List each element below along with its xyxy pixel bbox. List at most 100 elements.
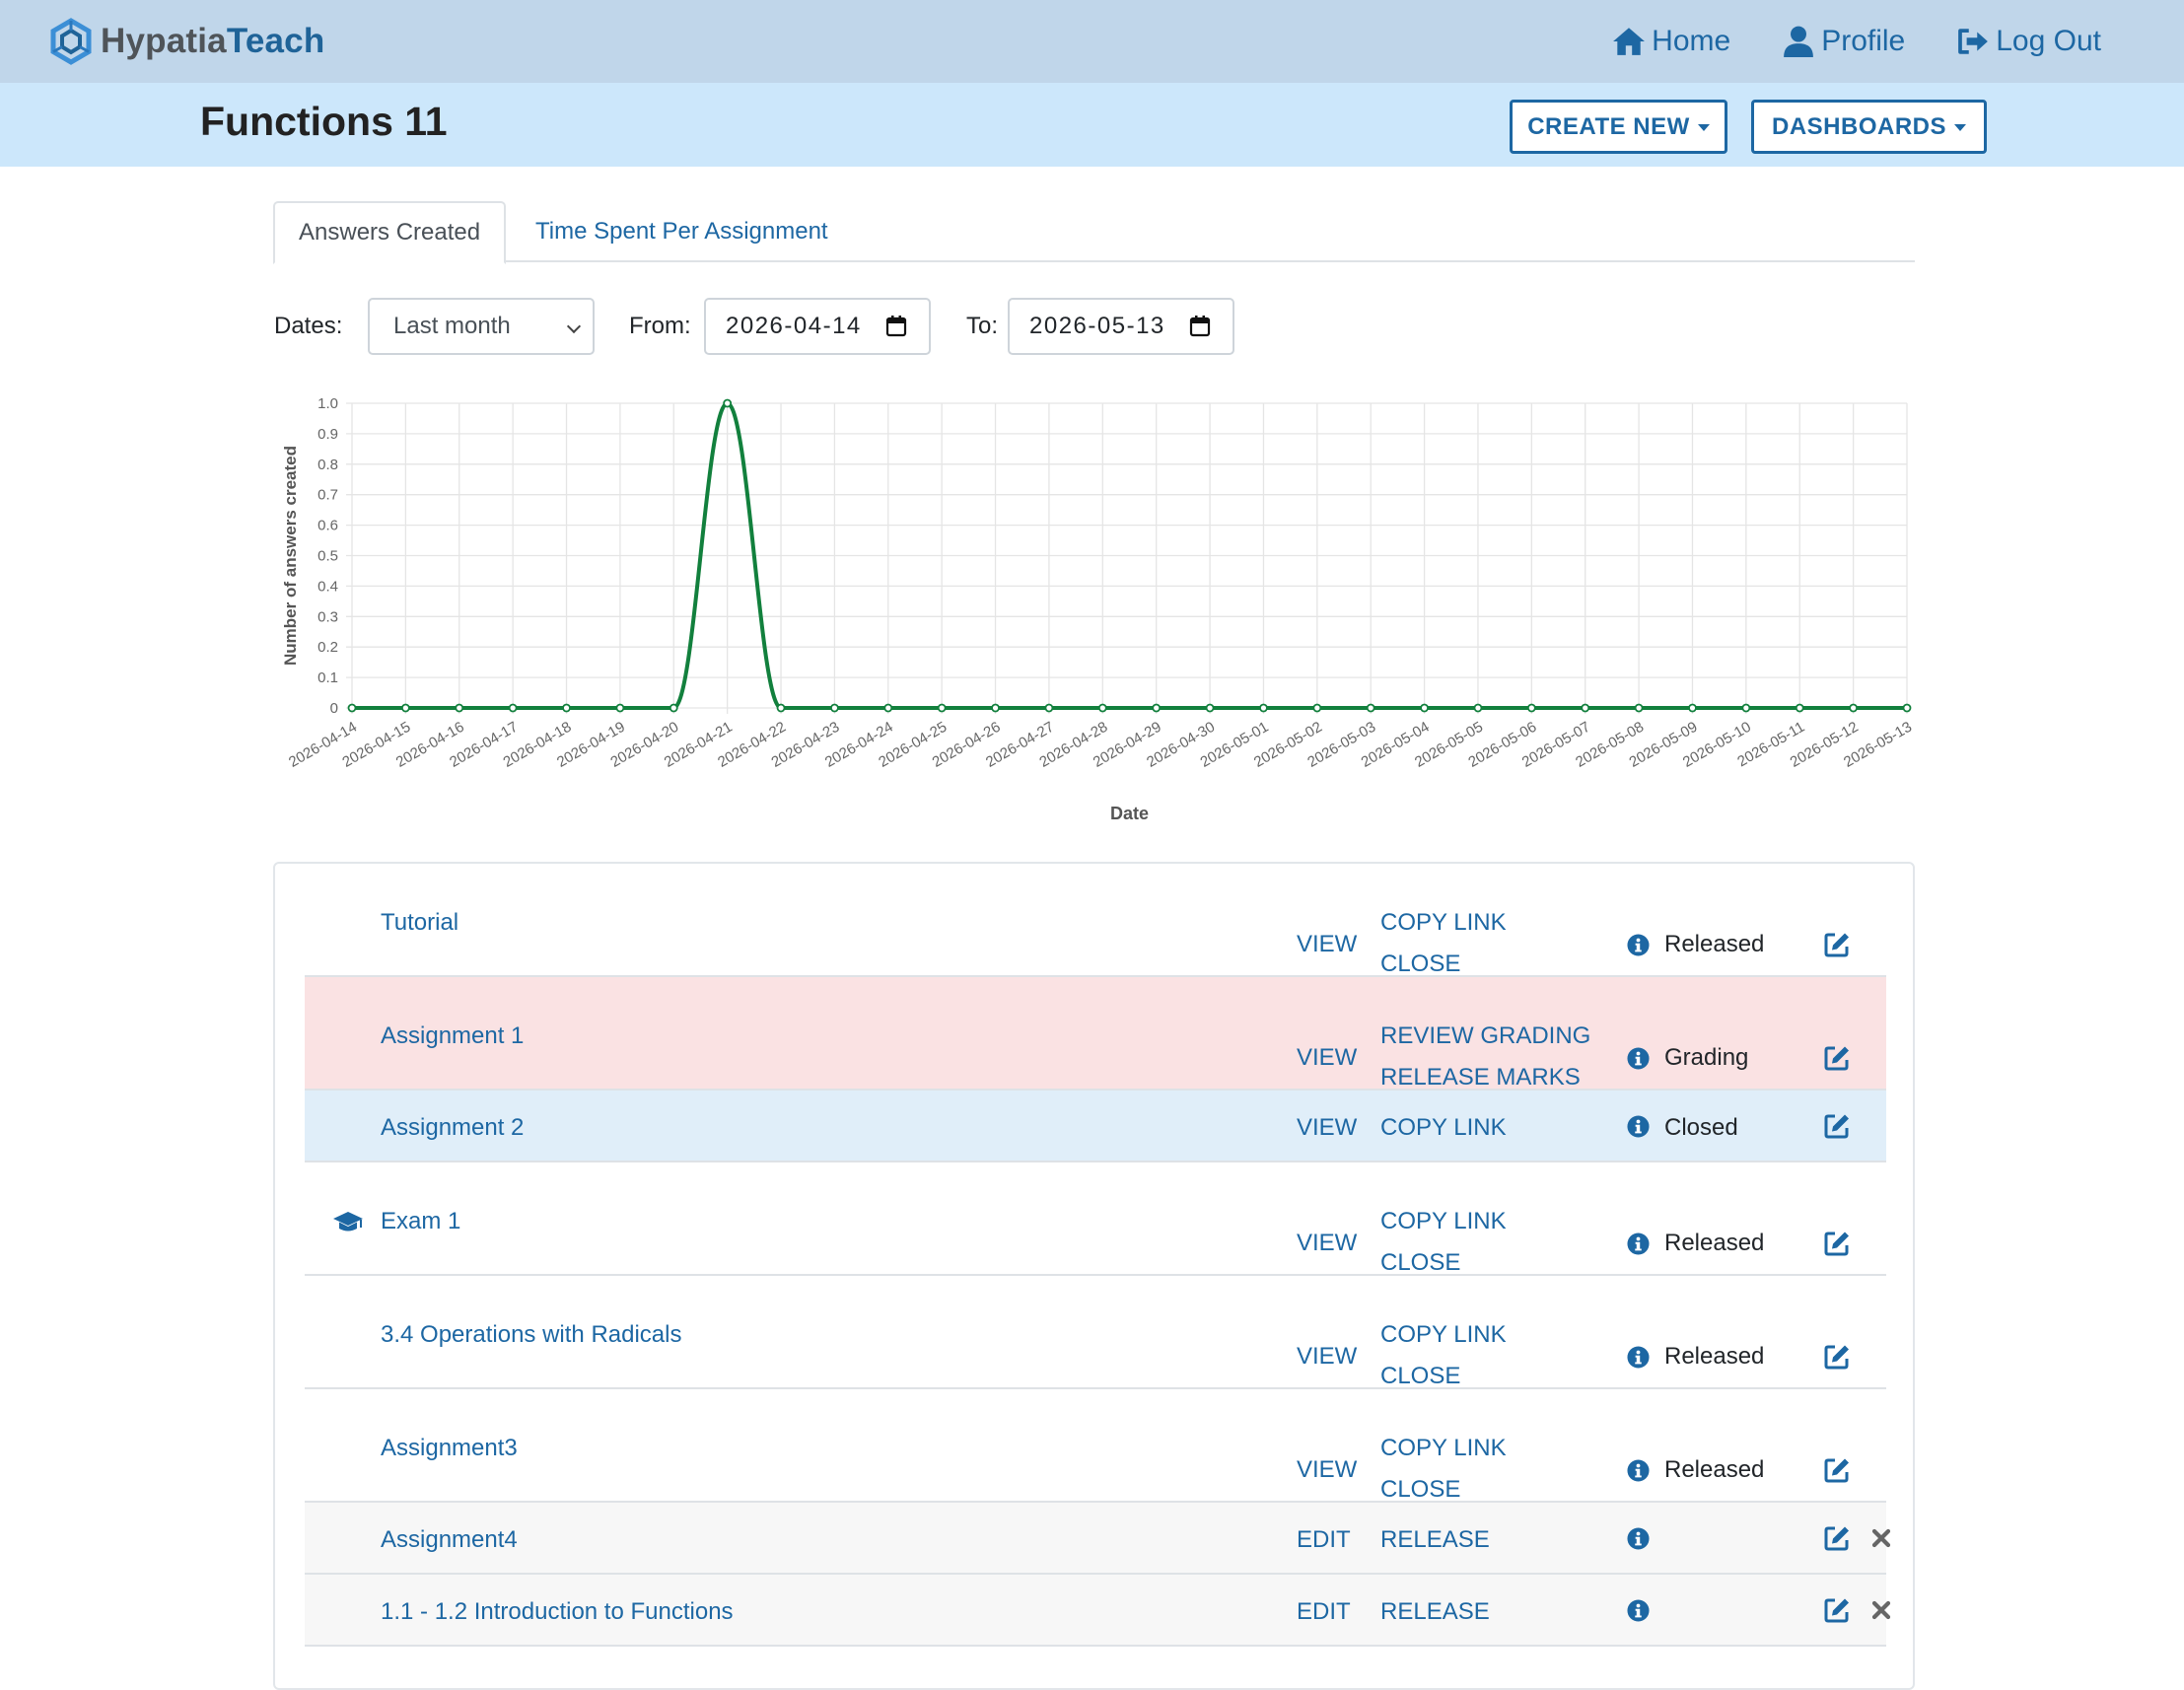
- release-marks-link[interactable]: RELEASE MARKS: [1380, 1064, 1581, 1091]
- data-point: [1526, 703, 1536, 713]
- copy-link-link[interactable]: COPY LINK: [1380, 1208, 1507, 1234]
- chevron-down-icon: [566, 318, 582, 334]
- data-point: [1420, 703, 1429, 713]
- edit-icon[interactable]: [1823, 1044, 1851, 1072]
- close-link[interactable]: CLOSE: [1380, 1363, 1461, 1389]
- close-link[interactable]: CLOSE: [1380, 1476, 1461, 1503]
- info-icon[interactable]: [1627, 1527, 1650, 1550]
- close-link[interactable]: CLOSE: [1380, 951, 1461, 977]
- delete-icon[interactable]: [1871, 1600, 1891, 1620]
- y-tick-label: 0.4: [317, 578, 338, 595]
- assignment-name-link[interactable]: Tutorial: [381, 909, 459, 936]
- status-text: Released: [1664, 931, 1765, 957]
- assignment-name-link[interactable]: Assignment 1: [381, 1022, 525, 1049]
- assignment-row: Assignment3 VIEW COPY LINK CLOSE Released: [305, 1389, 1886, 1503]
- y-tick-label: 0.3: [317, 608, 338, 625]
- to-label: To:: [966, 313, 999, 339]
- delete-icon[interactable]: [1871, 1528, 1891, 1548]
- assignment-row: Assignment 1 VIEW REVIEW GRADING RELEASE MA…: [305, 977, 1886, 1091]
- edit-icon[interactable]: [1823, 1456, 1851, 1484]
- y-axis-title: Number of answers created: [281, 446, 300, 666]
- data-point: [1152, 703, 1162, 713]
- answers-series-line: [352, 400, 1907, 710]
- edit-icon[interactable]: [1823, 1112, 1851, 1140]
- create-new-dropdown-button[interactable]: CREATE NEW: [1510, 100, 1727, 154]
- data-point: [1902, 703, 1912, 713]
- assignment-name-link[interactable]: Exam 1: [381, 1208, 461, 1234]
- data-point: [1581, 703, 1590, 713]
- y-tick-label: 0.8: [317, 457, 338, 473]
- info-icon[interactable]: [1627, 1459, 1650, 1482]
- from-date-input[interactable]: 2026-04-14: [704, 298, 931, 355]
- nav-home-label: Home: [1652, 25, 1731, 57]
- x-axis-title: Date: [1110, 804, 1149, 823]
- data-point: [1849, 703, 1859, 713]
- view-link[interactable]: VIEW: [1297, 1456, 1358, 1483]
- data-point: [1473, 703, 1483, 713]
- caret-down-icon: [1697, 124, 1710, 131]
- edit-link[interactable]: EDIT: [1297, 1526, 1351, 1553]
- tab-answers-created[interactable]: Answers Created: [273, 201, 507, 264]
- edit-icon[interactable]: [1823, 1343, 1851, 1371]
- data-point: [937, 703, 947, 713]
- status-text: Closed: [1664, 1114, 1738, 1141]
- dashboards-dropdown-button[interactable]: DASHBOARDS: [1751, 100, 1987, 154]
- copy-link-link[interactable]: COPY LINK: [1380, 1114, 1507, 1141]
- edit-icon[interactable]: [1823, 1524, 1851, 1552]
- info-icon[interactable]: [1627, 934, 1650, 956]
- view-link[interactable]: VIEW: [1297, 1230, 1358, 1256]
- brand-name-part2: Teach: [226, 22, 325, 60]
- close-link[interactable]: CLOSE: [1380, 1249, 1461, 1276]
- data-point: [991, 703, 1000, 713]
- user-icon: [1784, 26, 1814, 57]
- assignment-name-link[interactable]: Assignment 2: [381, 1114, 525, 1141]
- date-range-select[interactable]: Last month: [368, 298, 595, 355]
- release-link[interactable]: RELEASE: [1380, 1598, 1490, 1625]
- y-tick-label: 1.0: [317, 395, 338, 412]
- info-icon[interactable]: [1627, 1047, 1650, 1070]
- data-point: [615, 703, 625, 713]
- data-point: [562, 703, 571, 713]
- release-link[interactable]: RELEASE: [1380, 1526, 1490, 1553]
- edit-link[interactable]: EDIT: [1297, 1598, 1351, 1625]
- assignment-name-link[interactable]: Assignment3: [381, 1435, 518, 1461]
- nav-home-link[interactable]: Home: [1612, 25, 1730, 58]
- nav-profile-label: Profile: [1821, 25, 1906, 57]
- info-icon[interactable]: [1627, 1232, 1650, 1255]
- view-link[interactable]: VIEW: [1297, 1343, 1358, 1370]
- to-date-input[interactable]: 2026-05-13: [1008, 298, 1234, 355]
- info-icon[interactable]: [1627, 1346, 1650, 1369]
- data-point: [1366, 703, 1375, 713]
- brand-logo-link[interactable]: HypatiaTeach: [47, 16, 324, 67]
- copy-link-link[interactable]: COPY LINK: [1380, 1435, 1507, 1461]
- nav-logout-link[interactable]: Log Out: [1956, 25, 2101, 58]
- view-link[interactable]: VIEW: [1297, 1114, 1358, 1141]
- nav-links: Home Profile Log Out: [1612, 18, 2101, 65]
- tab-time-spent[interactable]: Time Spent Per Assignment: [535, 218, 828, 245]
- nav-logout-label: Log Out: [1996, 25, 2101, 57]
- data-point: [508, 703, 518, 713]
- view-link[interactable]: VIEW: [1297, 931, 1358, 957]
- copy-link-link[interactable]: COPY LINK: [1380, 909, 1507, 936]
- edit-icon[interactable]: [1823, 1230, 1851, 1257]
- home-icon: [1613, 28, 1646, 55]
- review-grading-link[interactable]: REVIEW GRADING: [1380, 1022, 1591, 1049]
- assignment-row: Assignment4 EDIT RELEASE: [305, 1503, 1891, 1575]
- edit-icon[interactable]: [1823, 1596, 1851, 1624]
- view-link[interactable]: VIEW: [1297, 1044, 1358, 1071]
- assignment-name-link[interactable]: 1.1 - 1.2 Introduction to Functions: [381, 1598, 734, 1625]
- data-point: [669, 703, 678, 713]
- status-text: Released: [1664, 1230, 1765, 1256]
- stats-tabs: Answers Created Time Spent Per Assignmen…: [273, 201, 1915, 264]
- copy-link-link[interactable]: COPY LINK: [1380, 1321, 1507, 1348]
- data-point: [347, 703, 357, 713]
- hypatia-logo-icon: [50, 18, 92, 65]
- edit-icon[interactable]: [1823, 931, 1851, 958]
- info-icon[interactable]: [1627, 1599, 1650, 1622]
- nav-profile-link[interactable]: Profile: [1782, 25, 1905, 58]
- date-range-value: Last month: [393, 313, 511, 339]
- assignment-name-link[interactable]: Assignment4: [381, 1526, 518, 1553]
- dashboards-label: DASHBOARDS: [1771, 112, 1946, 140]
- info-icon[interactable]: [1627, 1115, 1650, 1138]
- assignment-name-link[interactable]: 3.4 Operations with Radicals: [381, 1321, 682, 1348]
